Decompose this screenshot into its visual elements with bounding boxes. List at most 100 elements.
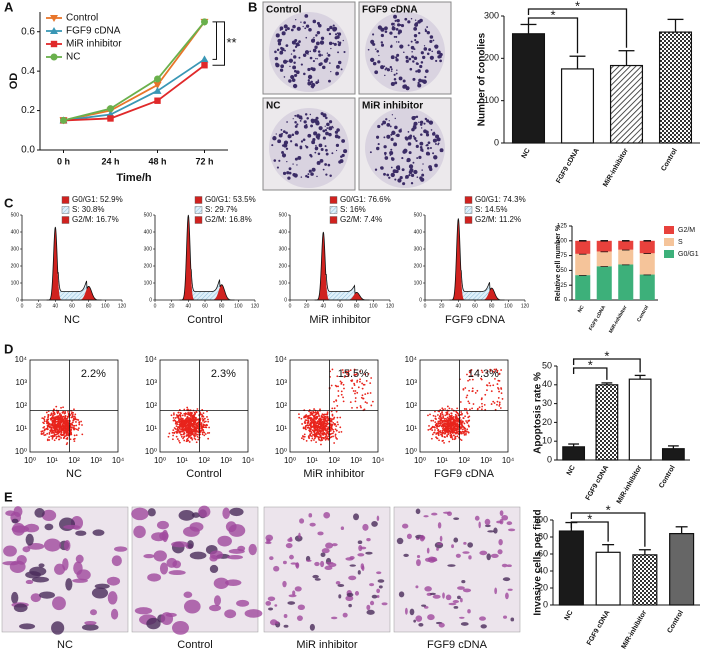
- event: [465, 432, 467, 434]
- colony: [295, 19, 296, 20]
- colony: [328, 126, 332, 130]
- event: [204, 424, 206, 426]
- x-tick-label: 60: [337, 303, 343, 309]
- colony: [318, 54, 321, 57]
- colony: [309, 51, 311, 53]
- event: [460, 433, 462, 435]
- event: [325, 425, 327, 427]
- event: [208, 432, 210, 434]
- event: [335, 400, 337, 402]
- event: [316, 431, 318, 433]
- marker: [51, 54, 58, 61]
- cell: [353, 513, 359, 520]
- colony: [341, 68, 343, 70]
- event: [320, 423, 322, 425]
- event: [64, 418, 66, 420]
- colony: [318, 153, 321, 156]
- colony: [336, 150, 337, 151]
- event: [447, 423, 449, 425]
- significance-label: *: [606, 502, 611, 517]
- y-tick-label: 10¹: [145, 424, 157, 433]
- cell: [63, 525, 80, 529]
- colony: [286, 148, 288, 150]
- event: [53, 420, 55, 422]
- colony: [372, 33, 374, 35]
- colony: [397, 23, 400, 26]
- event: [197, 436, 199, 438]
- colony: [320, 62, 323, 65]
- event: [307, 423, 309, 425]
- cell: [415, 585, 418, 588]
- event: [40, 431, 42, 433]
- colony: [289, 59, 293, 63]
- colony: [320, 42, 322, 44]
- cell: [403, 554, 409, 557]
- y-tick-label: 10⁴: [15, 355, 28, 364]
- event: [43, 417, 45, 419]
- colony: [295, 143, 298, 146]
- x-tick-label: 10³: [90, 456, 102, 465]
- colony: [395, 58, 398, 61]
- event: [65, 430, 67, 432]
- cell: [416, 559, 421, 566]
- colony: [287, 27, 290, 30]
- event: [173, 417, 175, 419]
- event: [318, 430, 320, 432]
- colony: [329, 42, 332, 45]
- cell: [447, 564, 455, 567]
- bar-segment: [597, 266, 612, 300]
- event: [447, 412, 449, 414]
- event: [443, 442, 445, 444]
- event: [66, 433, 68, 435]
- cell: [295, 586, 302, 591]
- y-tick-label: 10⁰: [145, 447, 157, 456]
- cell: [111, 609, 118, 620]
- colony: [382, 29, 383, 30]
- x-tick-label: 10¹: [436, 456, 448, 465]
- event: [441, 407, 443, 409]
- event: [455, 436, 457, 438]
- event: [465, 430, 467, 432]
- event: [194, 437, 196, 439]
- panel-label: NC: [64, 314, 80, 326]
- colony: [430, 35, 434, 39]
- event: [181, 434, 183, 436]
- colony: [318, 50, 321, 53]
- cell: [372, 595, 378, 599]
- colony: [409, 164, 413, 168]
- event: [476, 390, 478, 392]
- y-tick-label: 50: [542, 360, 552, 370]
- cell: [29, 567, 46, 576]
- event: [54, 435, 56, 437]
- colony: [377, 60, 380, 63]
- event: [370, 405, 372, 407]
- event: [175, 431, 177, 433]
- event: [452, 421, 454, 423]
- cell: [461, 580, 465, 583]
- colony: [422, 150, 424, 152]
- event: [189, 413, 191, 415]
- event: [327, 432, 329, 434]
- event: [361, 397, 363, 399]
- bar-segment: [640, 275, 655, 300]
- event: [48, 439, 50, 441]
- histogram-axes: [155, 215, 255, 300]
- event: [317, 412, 319, 414]
- event: [491, 403, 493, 405]
- event: [53, 413, 55, 415]
- event: [429, 429, 431, 431]
- colony: [416, 116, 418, 118]
- cell: [135, 607, 152, 614]
- event: [46, 421, 48, 423]
- colony: [413, 122, 417, 126]
- x-tick-label: 10⁴: [242, 456, 255, 465]
- colony: [391, 70, 393, 72]
- event: [464, 428, 466, 430]
- event: [358, 386, 360, 388]
- event: [48, 436, 50, 438]
- colony: [308, 79, 310, 81]
- colony: [280, 26, 284, 30]
- colony: [421, 169, 422, 170]
- colony: [276, 33, 280, 37]
- event: [188, 423, 190, 425]
